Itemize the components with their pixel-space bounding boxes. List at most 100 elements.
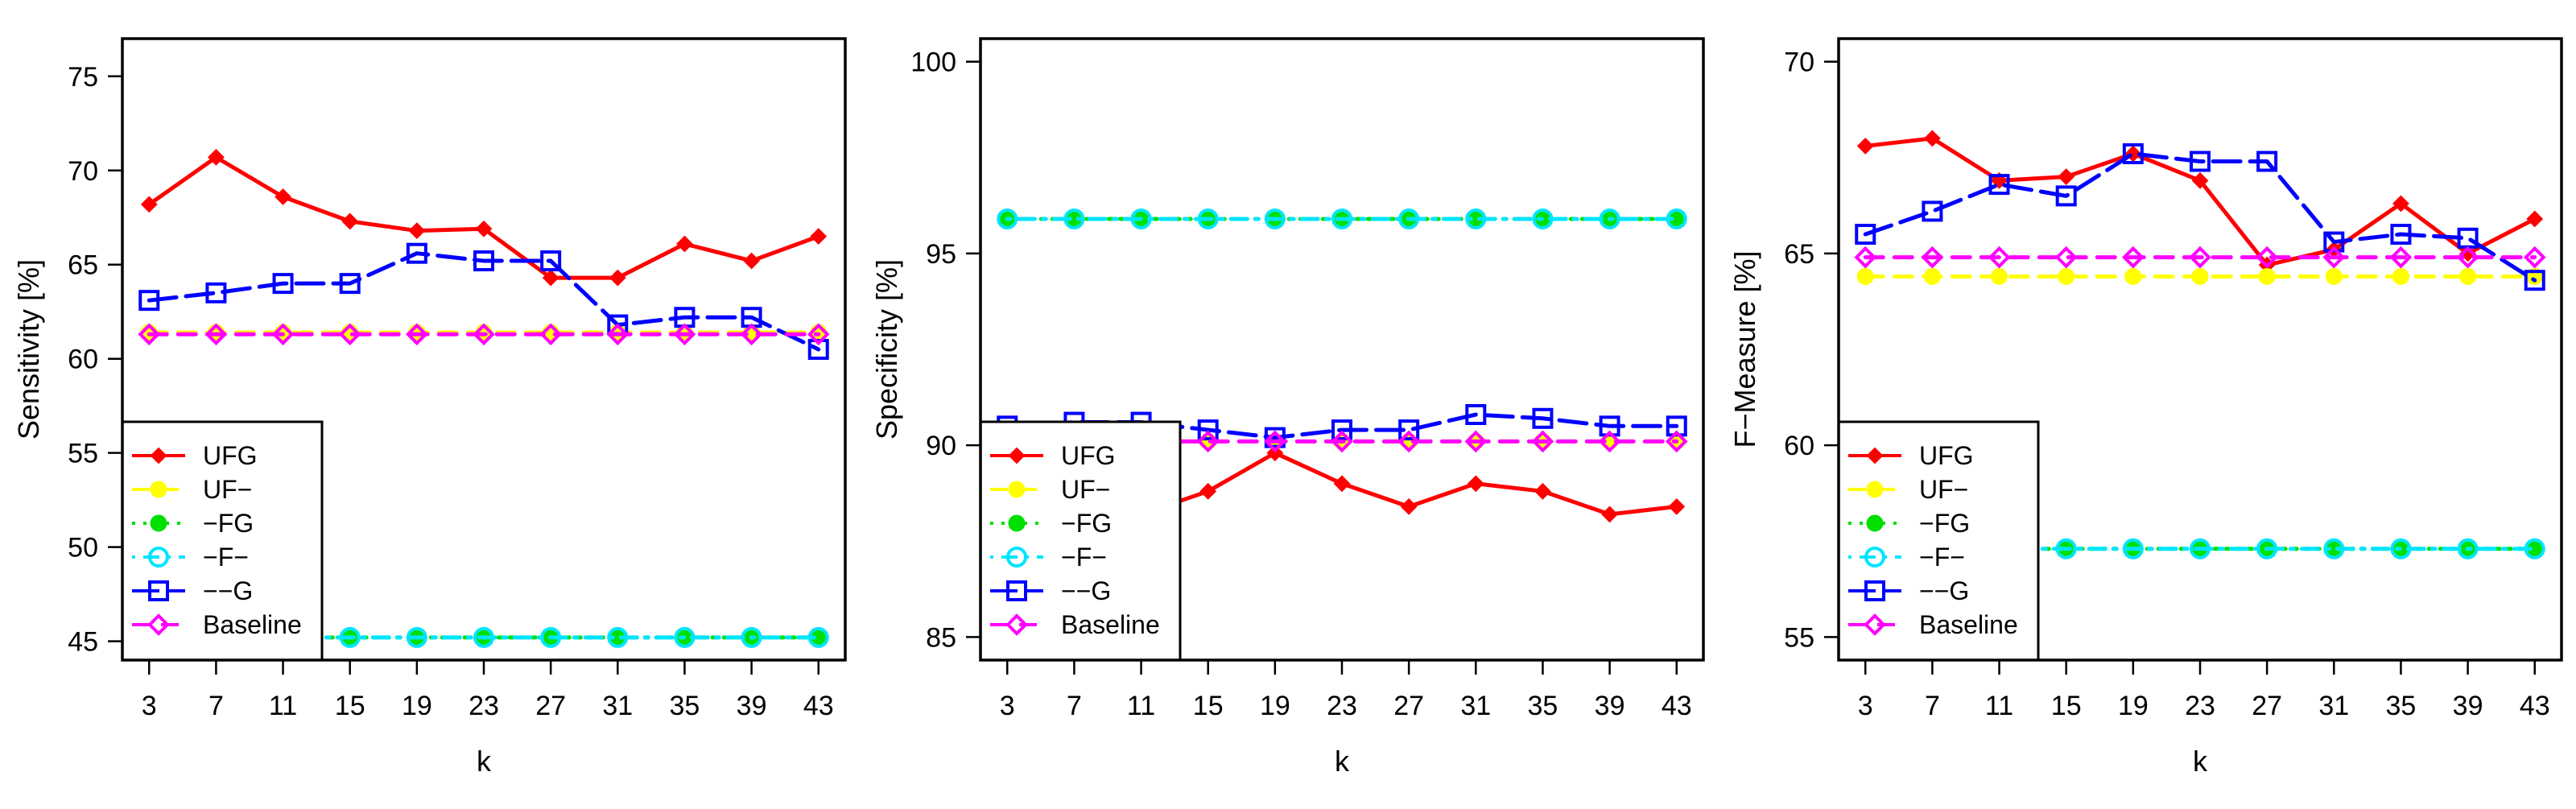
data-point <box>807 626 829 648</box>
legend-label: −F− <box>203 543 249 572</box>
legend-item: UF− <box>1848 475 1968 504</box>
data-point <box>1988 246 2011 269</box>
data-point <box>473 626 494 648</box>
data-point <box>2457 538 2479 559</box>
x-tick-label: 15 <box>1193 691 1224 721</box>
legend-label: Baseline <box>203 610 302 639</box>
data-point <box>1668 497 1686 515</box>
data-point <box>542 269 559 287</box>
data-point <box>1397 430 1420 453</box>
data-point <box>339 273 361 295</box>
data-point <box>2323 538 2345 559</box>
series-1 <box>140 148 828 287</box>
data-point <box>2456 246 2479 269</box>
legend-label: −FG <box>1919 509 1970 538</box>
legend-marker <box>148 580 169 601</box>
data-point <box>2190 538 2211 559</box>
data-point <box>1331 419 1352 441</box>
data-point <box>2055 185 2077 207</box>
series-6 <box>138 323 830 346</box>
x-tick-label: 35 <box>2386 691 2417 721</box>
data-point <box>473 250 494 272</box>
data-point <box>2392 267 2409 285</box>
legend-item: −−G <box>990 576 1111 605</box>
series-2 <box>1856 267 2544 285</box>
y-tick-label: 65 <box>1784 239 1814 270</box>
data-point <box>2058 267 2075 285</box>
data-point <box>607 626 629 648</box>
legend-label: UFG <box>1919 441 1974 470</box>
data-point <box>1988 174 2010 196</box>
x-tick-label: 43 <box>1662 691 1692 721</box>
data-point <box>539 323 562 346</box>
data-point <box>2190 151 2211 172</box>
y-tick-label: 55 <box>68 439 98 469</box>
plot-frame <box>979 37 1705 662</box>
x-tick-label: 35 <box>670 691 700 721</box>
legend-item: UF− <box>132 475 252 504</box>
data-point <box>1197 208 1219 229</box>
legend-item: Baseline <box>132 610 302 639</box>
legend-marker <box>1005 613 1028 636</box>
legend-label: −FG <box>1061 509 1112 538</box>
data-point <box>1856 267 1874 285</box>
data-point <box>1923 130 1941 147</box>
data-point <box>676 235 693 253</box>
x-tick-label: 7 <box>1925 691 1940 721</box>
data-point <box>1599 415 1620 437</box>
legend-item: UF− <box>990 475 1110 504</box>
data-point <box>475 220 493 237</box>
data-point <box>2054 246 2078 269</box>
x-tick-label: 43 <box>2520 691 2550 721</box>
data-point <box>743 252 761 270</box>
x-tick-label: 27 <box>2252 691 2282 721</box>
data-point <box>1467 475 1484 493</box>
x-tick-label: 31 <box>602 691 633 721</box>
legend-label: UF− <box>203 475 252 504</box>
y-tick-label: 65 <box>68 250 98 281</box>
data-point <box>138 323 161 346</box>
data-point <box>1197 419 1219 441</box>
data-point <box>1599 208 1620 229</box>
data-point <box>741 626 762 648</box>
data-point <box>205 282 227 303</box>
legend-label: −−G <box>1919 576 1969 605</box>
data-point <box>2191 267 2209 285</box>
plot-frame <box>121 37 847 662</box>
data-point <box>406 323 428 346</box>
data-point <box>1199 482 1217 500</box>
x-tick-label: 27 <box>1393 691 1424 721</box>
data-point <box>673 323 696 346</box>
data-point <box>2256 151 2278 172</box>
legend-item: UFG <box>990 441 1116 470</box>
legend-label: UF− <box>1061 475 1110 504</box>
legend: UFG UF− −FG −F− −−G Baseline <box>1837 420 2040 662</box>
data-point <box>1465 404 1487 426</box>
data-point <box>2122 246 2145 269</box>
legend-marker <box>150 447 167 464</box>
data-point <box>2523 246 2546 269</box>
data-point <box>2322 246 2346 269</box>
legend-item: Baseline <box>990 610 1160 639</box>
x-tick-label: 15 <box>335 691 365 721</box>
legend-marker <box>1866 514 1884 532</box>
data-point <box>997 208 1018 229</box>
data-point <box>341 213 359 230</box>
legend-item: −F− <box>990 543 1107 572</box>
x-axis-label: k <box>2193 745 2208 778</box>
data-point <box>1665 430 1688 453</box>
data-point <box>2389 246 2413 269</box>
data-point <box>1854 246 1877 269</box>
legend-item: −FG <box>132 509 254 538</box>
series-line <box>1863 151 2537 283</box>
data-point <box>1130 208 1152 229</box>
x-tick-label: 23 <box>469 691 499 721</box>
plot-area <box>1854 130 2546 559</box>
chart-panel-3: 55 60 65 70 3 7 11 15 19 23 27 31 35 39 43 k F−Measure [… <box>1728 37 2563 778</box>
data-point <box>408 222 426 240</box>
legend-item: Baseline <box>1848 610 2018 639</box>
data-point <box>2526 210 2544 228</box>
data-point <box>1398 208 1420 229</box>
legend-marker <box>148 547 169 568</box>
